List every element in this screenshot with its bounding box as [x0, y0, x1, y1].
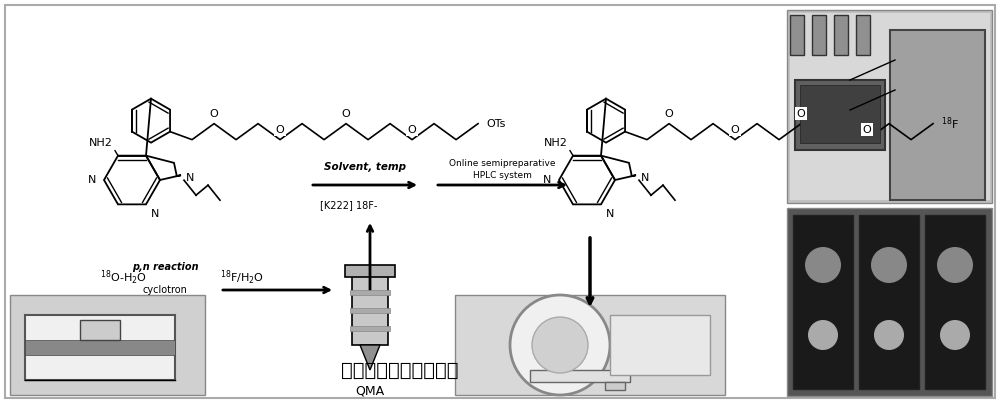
Text: N: N [88, 175, 96, 185]
Bar [790, 15, 804, 55]
Circle shape [937, 247, 973, 283]
Text: $^{18}$F: $^{18}$F [941, 115, 959, 132]
Circle shape [940, 320, 970, 350]
Bar [530, 370, 630, 382]
Bar [793, 215, 853, 389]
Bar [790, 13, 990, 200]
Text: O: O [863, 125, 871, 135]
Text: O: O [797, 109, 805, 118]
Text: N: N [606, 210, 614, 219]
Text: QMA: QMA [355, 385, 385, 398]
Text: Solvent, temp: Solvent, temp [324, 162, 406, 172]
Bar [605, 382, 625, 390]
Bar [345, 265, 395, 277]
Circle shape [510, 295, 610, 395]
Bar [859, 215, 919, 389]
Text: O: O [276, 125, 284, 135]
Polygon shape [360, 345, 380, 370]
Circle shape [874, 320, 904, 350]
Bar [787, 10, 992, 203]
Text: 阴离子交换固相萁取柱: 阴离子交换固相萁取柱 [341, 361, 459, 380]
Text: N: N [543, 175, 551, 185]
Text: N: N [641, 173, 649, 183]
Bar [350, 290, 390, 295]
Bar [787, 208, 992, 396]
Text: O: O [731, 125, 739, 135]
Circle shape [871, 247, 907, 283]
Bar [795, 80, 885, 150]
Text: p,n reaction: p,n reaction [132, 262, 198, 272]
Text: HPLC system: HPLC system [473, 171, 531, 180]
Text: O: O [210, 109, 218, 118]
Text: [K222] 18F-: [K222] 18F- [320, 200, 377, 210]
Text: $^{18}$O-H$_{2}$O: $^{18}$O-H$_{2}$O [100, 269, 147, 287]
Text: NH2: NH2 [89, 138, 113, 147]
Text: OTs: OTs [486, 118, 505, 129]
Bar [350, 326, 390, 331]
Bar [352, 275, 388, 345]
Bar [10, 295, 205, 395]
Text: O: O [408, 125, 416, 135]
Text: cyclotron: cyclotron [143, 285, 187, 295]
Text: N: N [151, 210, 159, 219]
Circle shape [805, 247, 841, 283]
Bar [80, 320, 120, 340]
Bar [455, 295, 725, 395]
Text: O: O [342, 109, 350, 118]
Text: O: O [665, 109, 673, 118]
Bar [834, 15, 848, 55]
Bar [800, 85, 880, 143]
Circle shape [808, 320, 838, 350]
Text: Online semipreparative: Online semipreparative [449, 159, 555, 168]
Bar [890, 30, 985, 200]
Bar [812, 15, 826, 55]
Text: NH2: NH2 [544, 138, 568, 147]
Bar [25, 340, 175, 355]
Circle shape [532, 317, 588, 373]
Bar [350, 308, 390, 313]
Text: N: N [186, 173, 194, 183]
Bar [610, 315, 710, 375]
Text: $^{18}$F/H$_{2}$O: $^{18}$F/H$_{2}$O [220, 269, 264, 287]
Bar [856, 15, 870, 55]
Bar [25, 315, 175, 380]
Bar [925, 215, 985, 389]
